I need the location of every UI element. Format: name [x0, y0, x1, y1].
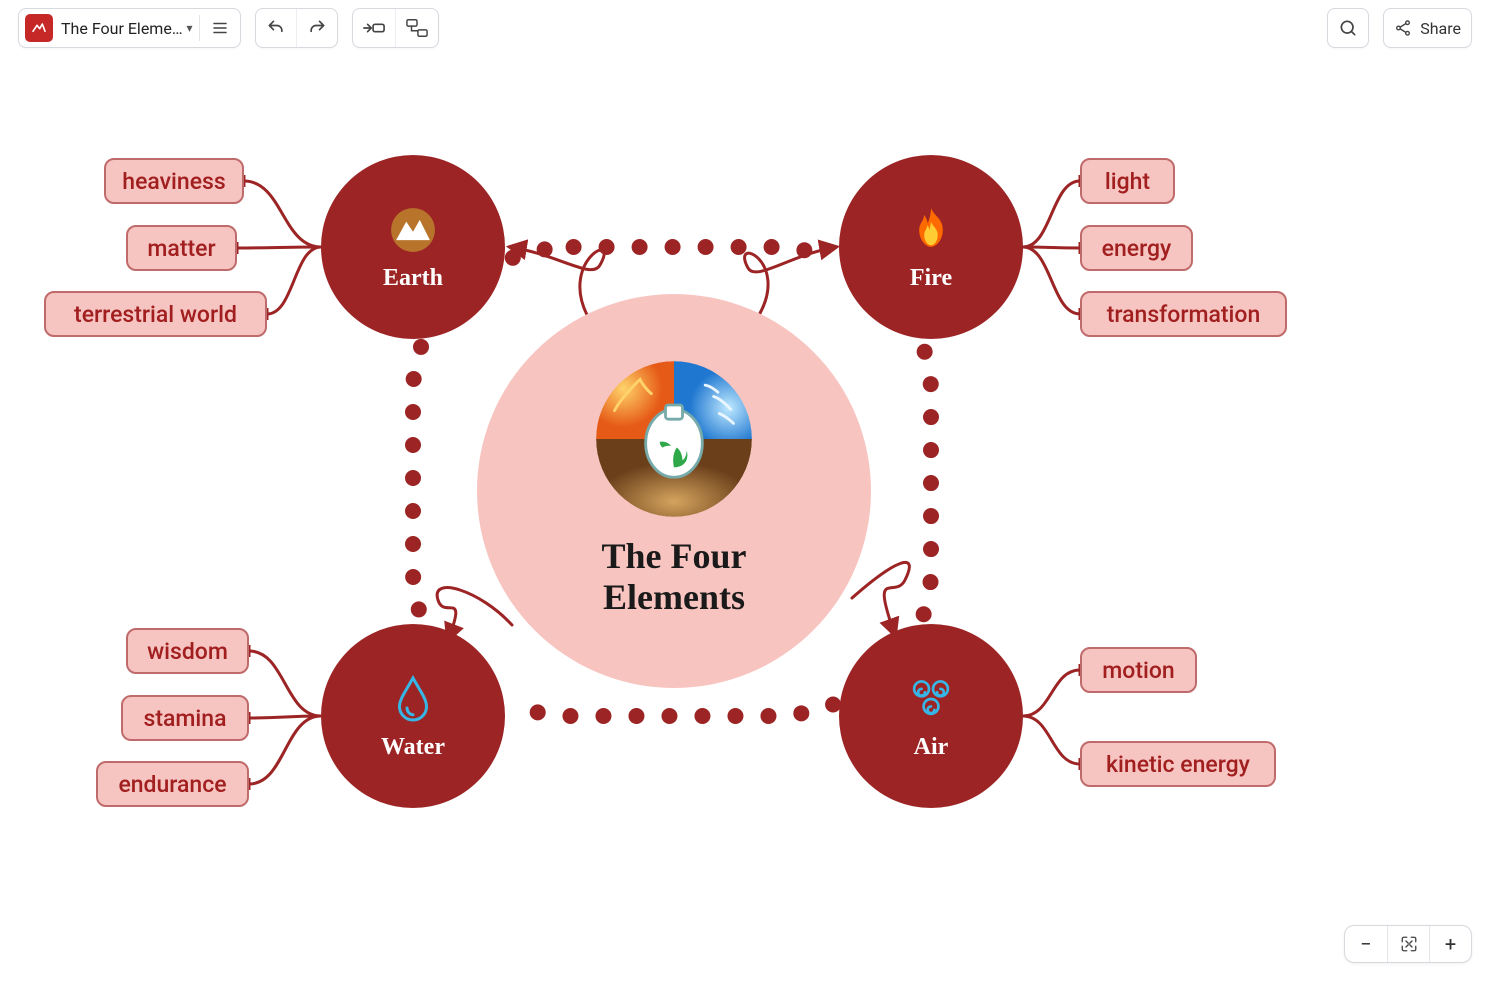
- earth-icon: [386, 203, 440, 257]
- center-title: The Four Elements: [601, 536, 746, 619]
- fire-icon: [904, 203, 958, 257]
- zoom-fit-button[interactable]: [1387, 926, 1429, 962]
- chip[interactable]: matter: [126, 225, 237, 271]
- chip[interactable]: transformation: [1080, 291, 1287, 337]
- air-icon: [904, 672, 958, 726]
- chip[interactable]: kinetic energy: [1080, 741, 1276, 787]
- chip[interactable]: heaviness: [104, 158, 244, 204]
- zoom-control: − +: [1344, 925, 1472, 963]
- chip[interactable]: endurance: [96, 761, 249, 807]
- water-icon: [386, 672, 440, 726]
- node-label: Earth: [383, 265, 443, 292]
- node-label: Fire: [910, 265, 952, 292]
- node-air[interactable]: Air: [839, 624, 1023, 808]
- node-label: Air: [914, 734, 949, 761]
- chip[interactable]: motion: [1080, 647, 1197, 693]
- chip[interactable]: stamina: [121, 695, 249, 741]
- mindmap-canvas[interactable]: The Four Elements Earth heaviness matter ter…: [0, 0, 1490, 981]
- elements-emblem-icon: [589, 354, 759, 524]
- chip[interactable]: energy: [1080, 225, 1193, 271]
- chip[interactable]: terrestrial world: [44, 291, 267, 337]
- node-earth[interactable]: Earth: [321, 155, 505, 339]
- node-water[interactable]: Water: [321, 624, 505, 808]
- zoom-in-button[interactable]: +: [1429, 926, 1471, 962]
- zoom-out-button[interactable]: −: [1345, 926, 1387, 962]
- center-node[interactable]: The Four Elements: [477, 294, 871, 688]
- chip[interactable]: light: [1080, 158, 1175, 204]
- chip[interactable]: wisdom: [126, 628, 249, 674]
- node-fire[interactable]: Fire: [839, 155, 1023, 339]
- node-label: Water: [381, 734, 445, 761]
